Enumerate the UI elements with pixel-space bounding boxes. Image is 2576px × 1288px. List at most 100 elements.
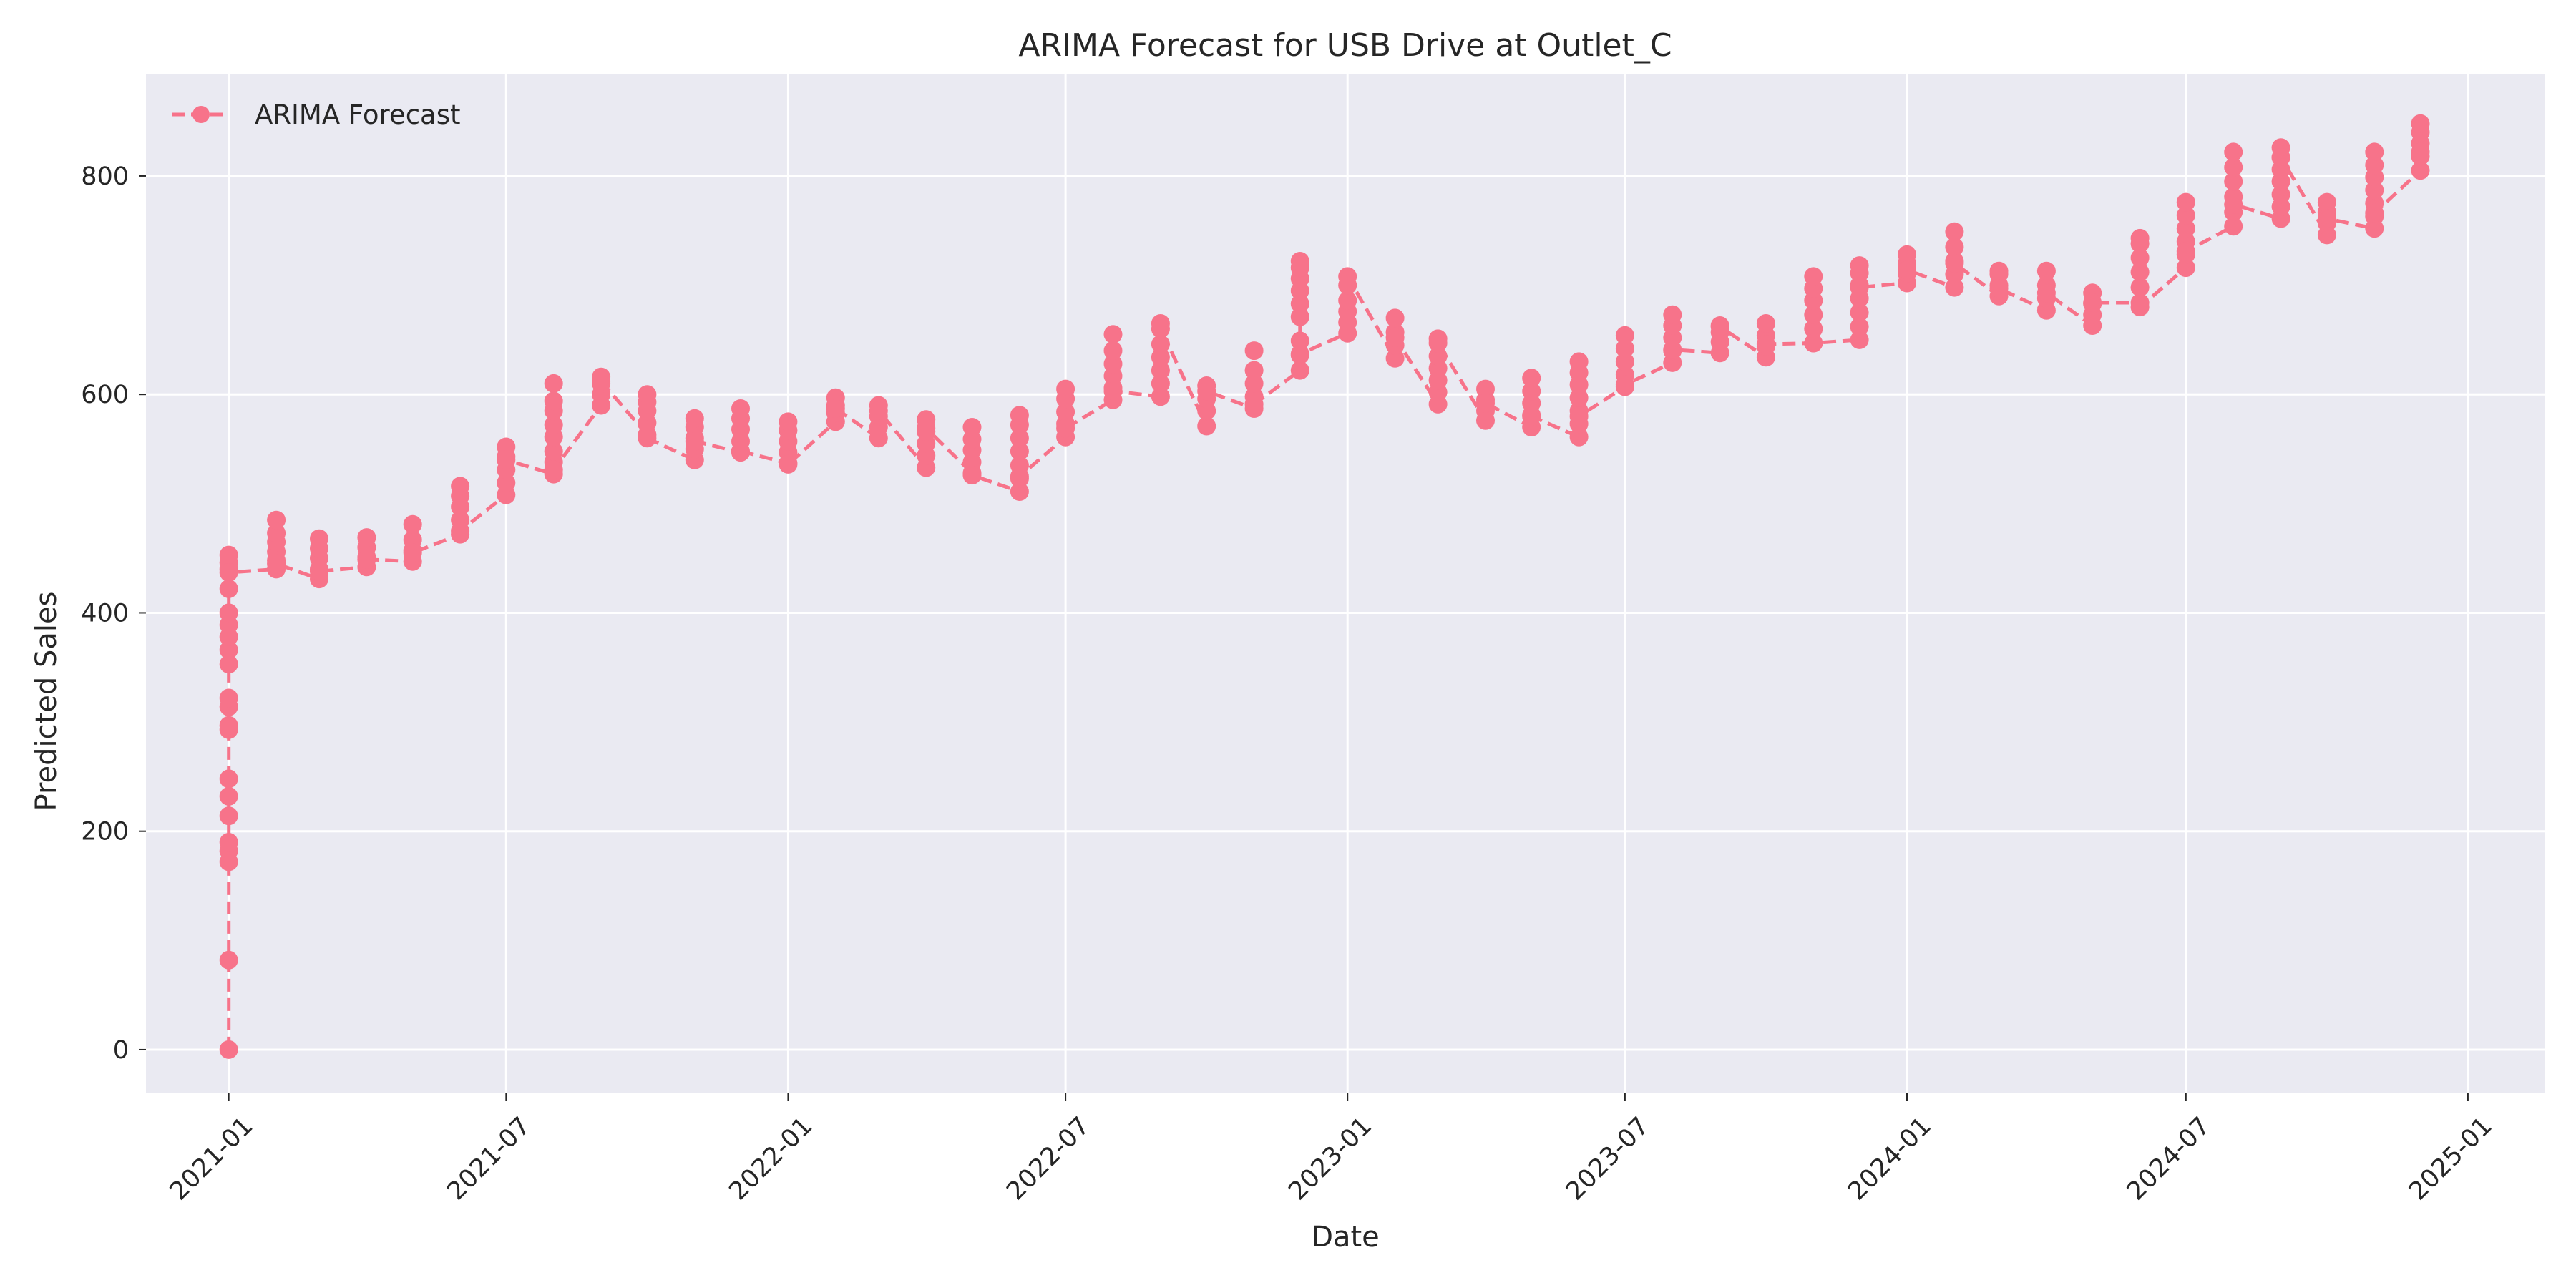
data-point [2365, 142, 2384, 162]
data-point [1010, 467, 1029, 486]
data-point [1056, 419, 1075, 438]
data-point [1197, 381, 1216, 401]
data-point [1804, 305, 1823, 324]
data-point [826, 399, 845, 418]
data-point [451, 477, 470, 496]
x-tick-label: 2024-01 [1843, 1112, 1937, 1206]
data-point [267, 510, 286, 530]
data-point [2130, 298, 2150, 317]
data-point [1056, 402, 1075, 421]
data-point [1945, 254, 1964, 273]
data-point [1850, 278, 1869, 297]
data-point [2130, 248, 2150, 268]
x-tick-label: 2025-01 [2404, 1112, 2498, 1206]
data-point [1989, 261, 2009, 280]
legend-label: ARIMA Forecast [255, 99, 461, 130]
data-point [1197, 416, 1216, 436]
data-point [219, 1040, 238, 1059]
x-axis-ticks: 2021-01 2021-07 2022-01 2022-07 2023-01 2023-… [165, 1093, 2498, 1206]
y-tick-label: 400 [81, 599, 129, 628]
data-point [2036, 261, 2056, 280]
data-point [2317, 209, 2336, 228]
data-point [2130, 228, 2150, 248]
data-point [917, 419, 936, 438]
data-point [2130, 263, 2150, 282]
data-point [1615, 339, 1634, 358]
data-point [357, 528, 376, 547]
data-point [544, 460, 563, 479]
data-point [1522, 406, 1541, 426]
data-point [403, 543, 422, 562]
data-point [2224, 195, 2243, 214]
x-tick-label: 2023-07 [1561, 1112, 1655, 1206]
y-tick-label: 200 [81, 818, 129, 847]
data-point [1290, 331, 1309, 351]
data-point [1010, 482, 1029, 501]
data-point [1898, 245, 1916, 264]
data-point [219, 563, 238, 582]
data-point [1522, 369, 1541, 388]
data-point [544, 441, 563, 461]
data-point [1756, 314, 1775, 333]
y-tick-label: 600 [81, 381, 129, 409]
data-point [1290, 361, 1309, 380]
data-point [2271, 148, 2290, 167]
data-point [1103, 341, 1123, 361]
data-point [544, 415, 563, 434]
data-point [2083, 293, 2102, 312]
data-point [1615, 326, 1634, 345]
data-point [219, 640, 238, 660]
data-point [219, 833, 238, 852]
data-point [1804, 267, 1823, 286]
data-point [1385, 308, 1405, 328]
data-point [1151, 348, 1170, 367]
data-point [1010, 406, 1029, 425]
data-point [2176, 192, 2195, 212]
data-point [1898, 260, 1916, 280]
data-point [2411, 114, 2430, 133]
data-point [2411, 142, 2430, 162]
data-point [2365, 155, 2384, 175]
data-point [219, 603, 238, 623]
data-point [1151, 319, 1170, 338]
data-point [1710, 317, 1729, 336]
data-point [2176, 205, 2195, 225]
data-point [497, 473, 516, 492]
data-point [1615, 375, 1634, 394]
data-point [2224, 217, 2243, 236]
data-point [2176, 258, 2195, 278]
x-axis-label: Date [1311, 1221, 1380, 1254]
data-point [1290, 252, 1309, 270]
x-tick-label: 2024-07 [2122, 1112, 2216, 1206]
data-point [779, 454, 798, 474]
x-tick-label: 2022-07 [1001, 1112, 1096, 1206]
data-point [1385, 328, 1405, 347]
data-point [2036, 283, 2056, 303]
data-point [1569, 352, 1589, 371]
data-point [1804, 319, 1823, 338]
data-point [638, 429, 657, 448]
data-point [497, 450, 516, 469]
data-point [403, 530, 422, 550]
data-point [219, 769, 238, 789]
y-axis-label: Predicted Sales [30, 592, 63, 811]
y-tick-label: 800 [81, 162, 129, 191]
chart-title: ARIMA Forecast for USB Drive at Outlet_C [1018, 27, 1672, 64]
data-point [1522, 381, 1541, 401]
data-point [267, 554, 286, 573]
data-point [1290, 307, 1309, 326]
data-point [2224, 142, 2243, 162]
data-point [219, 688, 238, 708]
data-point [1103, 325, 1123, 344]
data-point [1428, 333, 1448, 353]
data-point [2130, 278, 2150, 297]
data-point [1569, 427, 1589, 447]
data-point [1056, 379, 1075, 399]
data-point [2365, 203, 2384, 223]
data-point [1945, 222, 1964, 241]
data-point [1850, 303, 1869, 322]
data-point [219, 806, 238, 826]
data-point [1290, 344, 1309, 364]
x-tick-label: 2021-01 [165, 1112, 259, 1206]
